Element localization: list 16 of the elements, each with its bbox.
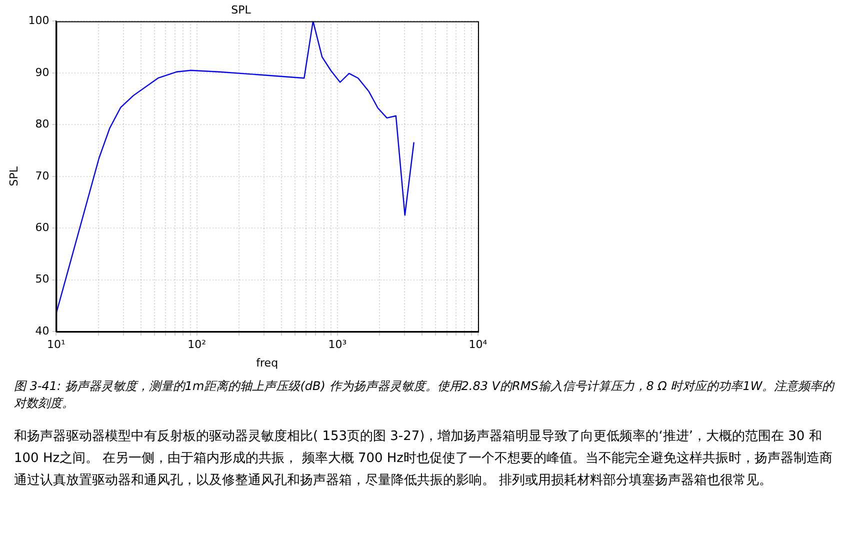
y-tick-label: 40	[35, 324, 50, 338]
text: 和扬声器驱动器模型中有反射板的驱动器灵敏度相比( 153页的图 3-27)，增加扬声器箱明显导致了向更低频率的‘推进’，大概的范围在 30 和 100 Hz之间。 在另一侧，由于箱内形成的共振， 频率大概 700 Hz时也促使了一个不想要的峰值。当不能完全避免这样共振时，扬声器制造商通过认真放置驱动器和通风孔，以及修整通风孔和扬声器箱，尽量降低共振的影响。 排列或用损耗材料部分填塞扬声器箱也很常见。	[14, 428, 834, 490]
chart-title: SPL	[231, 3, 252, 16]
y-tick-label: 90	[35, 66, 50, 79]
y-tick-label: 50	[35, 272, 50, 286]
x-tick-label: 10³	[328, 338, 347, 352]
y-tick-label: 70	[35, 169, 50, 182]
y-axis-title: SPL	[7, 166, 20, 186]
y-tick-label: 60	[35, 220, 50, 234]
y-tick-label: 100	[28, 14, 50, 28]
x-axis-title: freq	[256, 356, 278, 370]
x-tick-label: 10²	[188, 338, 206, 352]
y-tick-label: 80	[35, 118, 50, 131]
x-tick-label: 10⁴	[468, 338, 488, 352]
caption: 图 3-41: 扬声器灵敏度，测量的1m距离的轴上声压级(dB) 作为扬声器灵敏度。使用2.83 V的RMS输入信号计算压力，8 Ω 时对应的功率1W。注意频率的对数刻度。	[14, 378, 836, 412]
x-tick-label: 10¹	[46, 338, 66, 352]
